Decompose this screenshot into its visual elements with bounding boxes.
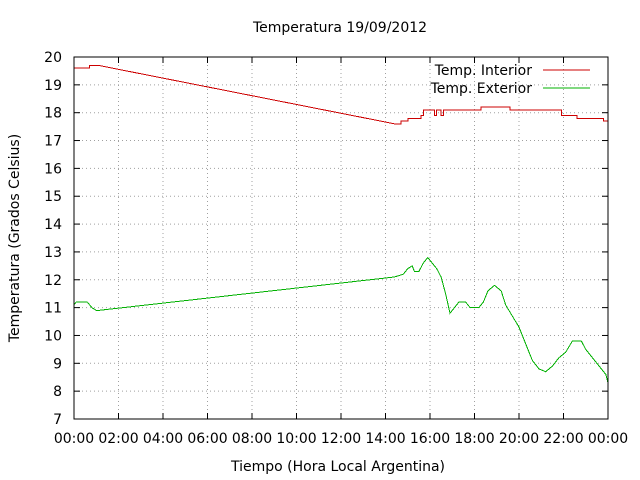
legend: Temp. Interior Temp. Exterior [430, 63, 590, 97]
x-tick-label: 22:00 [543, 431, 583, 447]
y-axis-label: Temperatura (Grados Celsius) [7, 134, 23, 343]
legend-label: Temp. Exterior [430, 81, 533, 97]
y-tick-labels: 7 8 9 10 11 12 13 14 15 16 17 18 19 20 [44, 50, 62, 428]
x-tick-label: 20:00 [499, 431, 539, 447]
y-tick-label: 17 [44, 134, 62, 150]
y-tick-label: 19 [44, 78, 62, 94]
x-tick-label: 08:00 [232, 431, 272, 447]
y-tick-label: 14 [44, 217, 62, 233]
y-tick-label: 20 [44, 50, 62, 66]
y-tick-label: 9 [53, 356, 62, 372]
y-tick-label: 13 [44, 245, 62, 261]
x-tick-label: 06:00 [187, 431, 227, 447]
x-tick-label: 12:00 [321, 431, 361, 447]
x-tick-label: 00:00 [54, 431, 94, 447]
x-tick-labels: 00:00 02:00 04:00 06:00 08:00 10:00 12:00 14:00… [54, 431, 628, 447]
series-line-interior [74, 64, 608, 125]
y-tick-label: 12 [44, 273, 62, 289]
y-tick-label: 7 [53, 412, 62, 428]
y-tick-label: 8 [53, 384, 62, 400]
x-tick-label: 10:00 [276, 431, 316, 447]
x-tick-label: 14:00 [365, 431, 405, 447]
legend-label: Temp. Interior [434, 63, 533, 79]
y-tick-label: 11 [44, 301, 62, 317]
x-tick-label: 16:00 [410, 431, 450, 447]
plot-frame [73, 56, 609, 420]
y-tick-label: 15 [44, 189, 62, 205]
x-tick-label: 02:00 [98, 431, 138, 447]
y-tick-label: 16 [44, 161, 62, 177]
grid [74, 57, 608, 419]
series-lines [73, 64, 609, 417]
x-tick-label: 04:00 [143, 431, 183, 447]
y-tick-label: 10 [44, 328, 62, 344]
y-tick-label: 18 [44, 106, 62, 122]
x-axis-label: Tiempo (Hora Local Argentina) [230, 459, 445, 475]
series-line-exterior [73, 256, 609, 417]
x-tick-label: 18:00 [454, 431, 494, 447]
chart-title: Temperatura 19/09/2012 [252, 20, 427, 36]
x-tick-label: 00:00 [588, 431, 628, 447]
